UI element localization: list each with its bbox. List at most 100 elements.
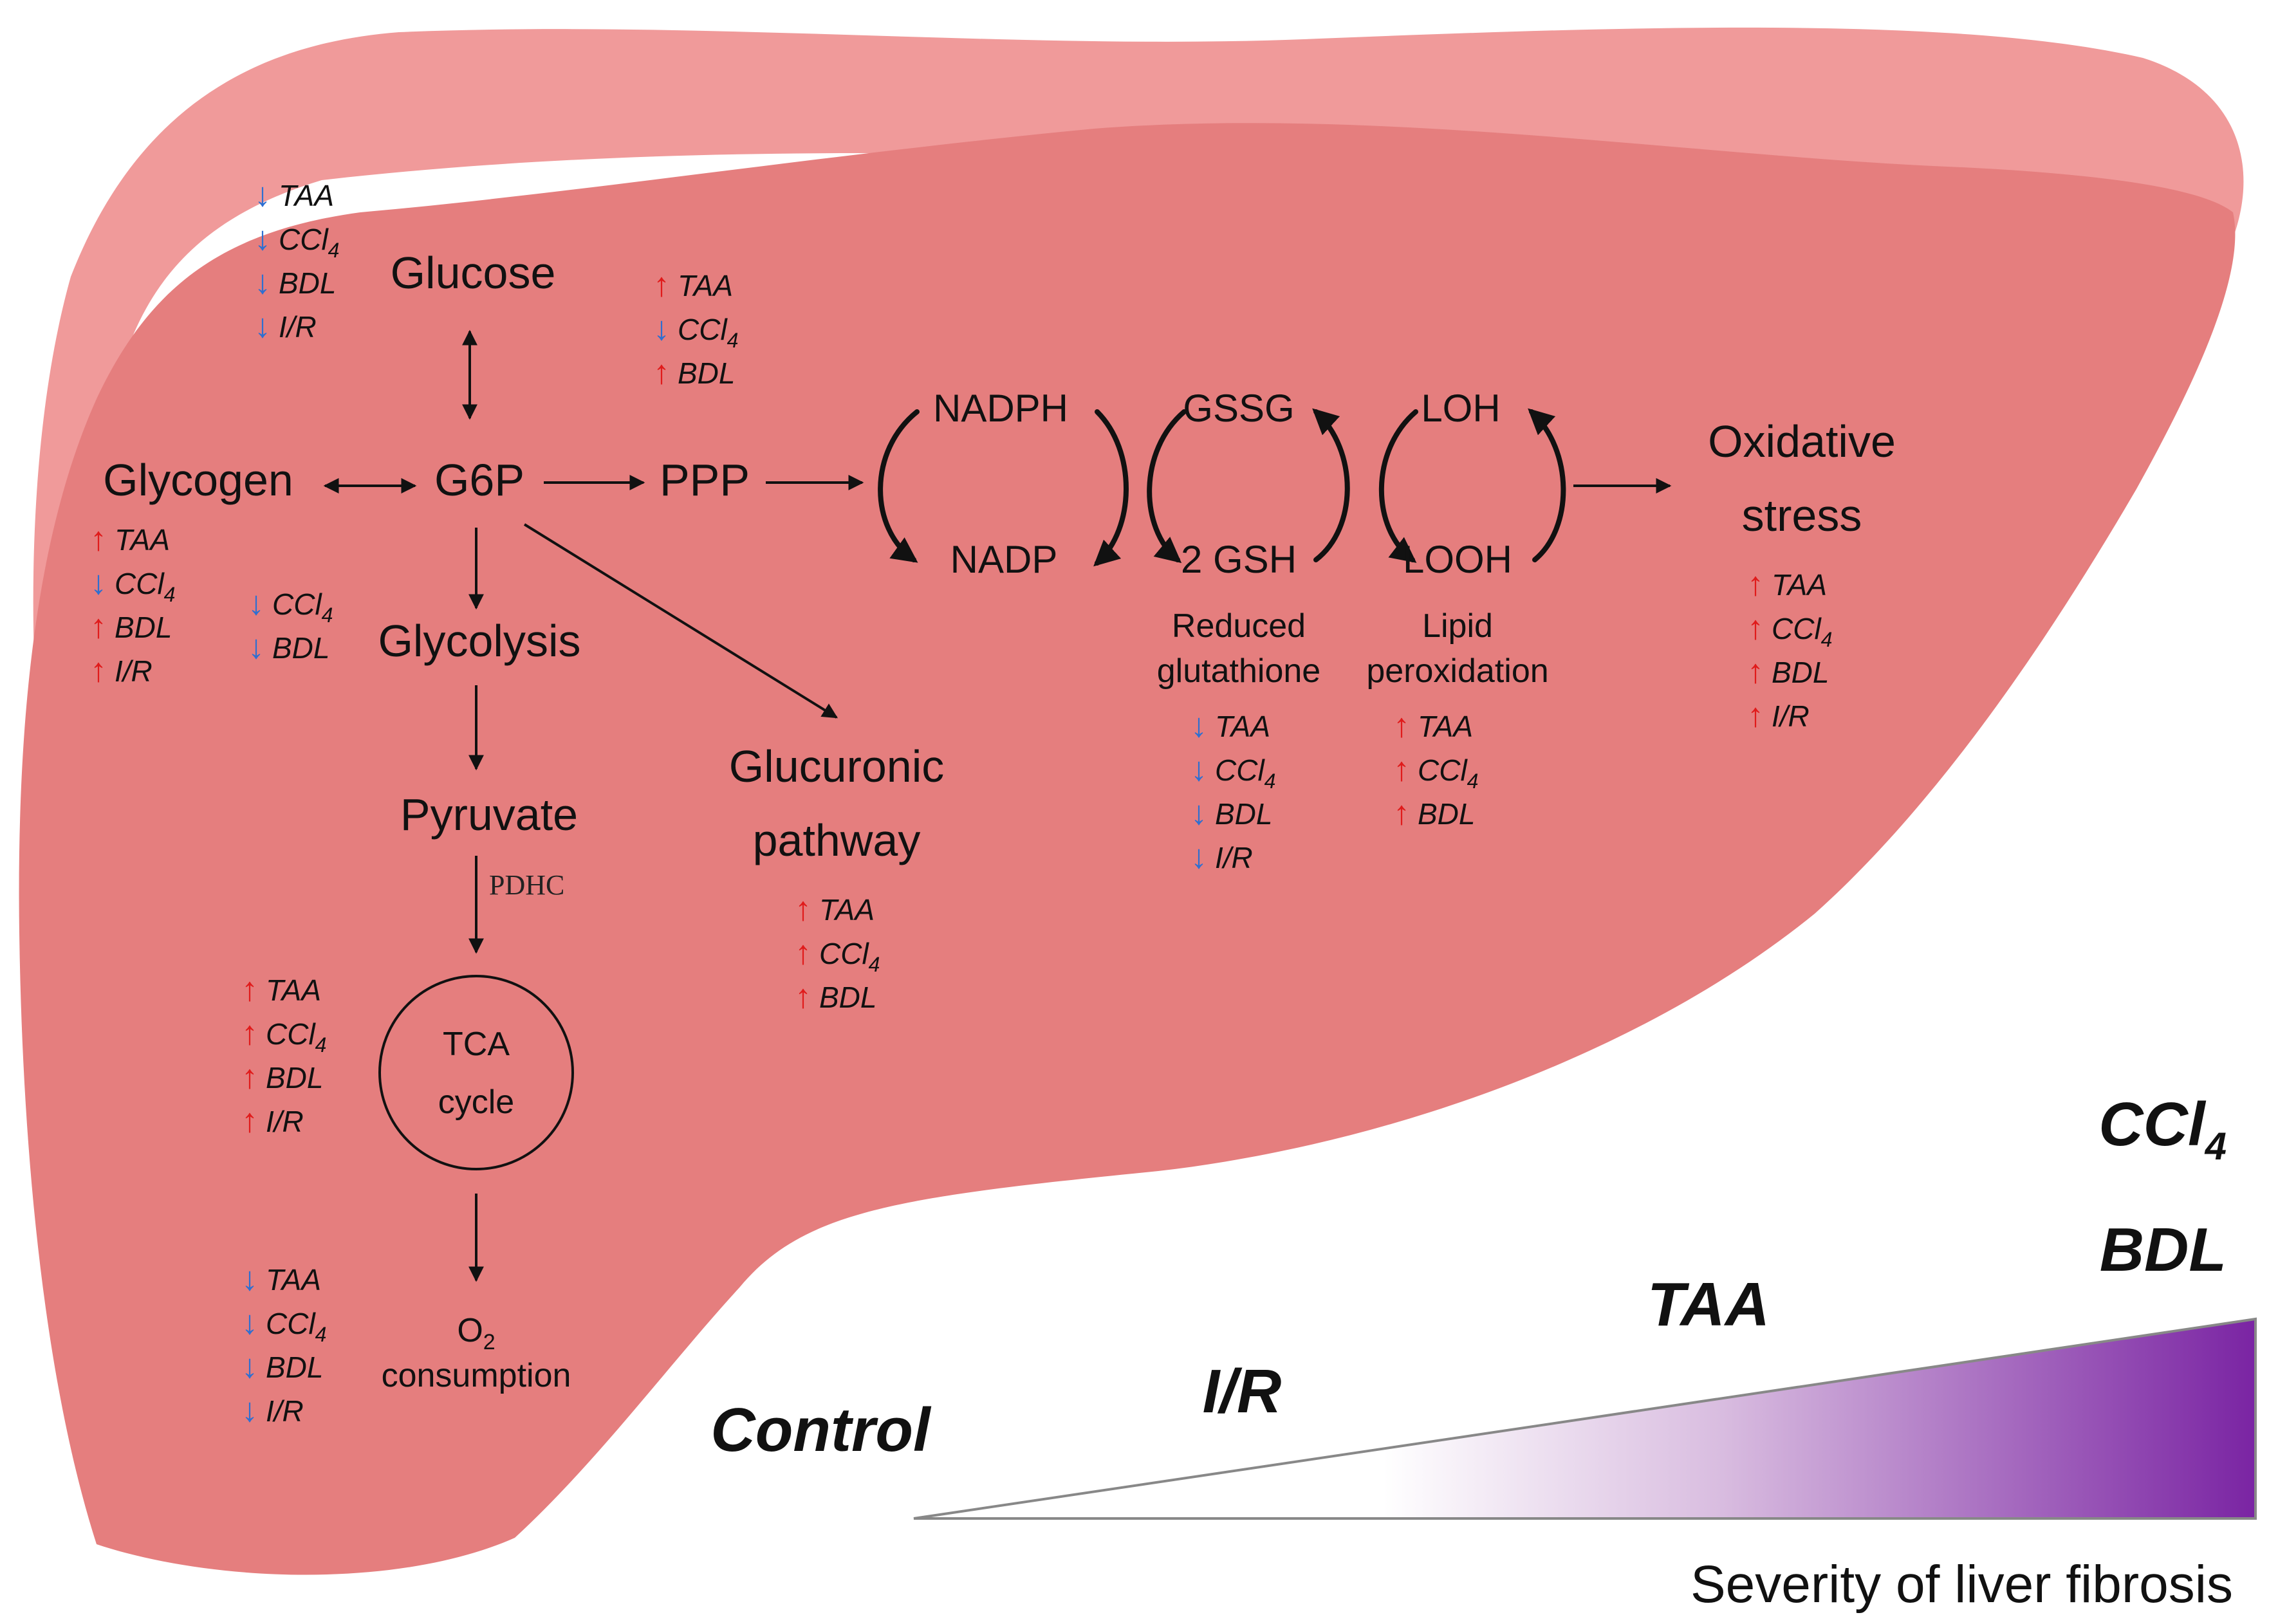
indicator-label: I/R xyxy=(266,1105,304,1138)
indicator-label: CCl4 xyxy=(1418,753,1478,793)
label-lipid-line1: Lipid xyxy=(1422,607,1493,645)
indicator-group-ppp: ↑ TAA↓ CCl4↑ BDL xyxy=(653,266,738,391)
node-glycolysis: Glycolysis xyxy=(378,616,580,666)
node-ppp: PPP xyxy=(660,455,750,505)
decrease-arrow-icon: ↓ xyxy=(90,564,107,602)
severity-model-i-r: I/R xyxy=(1203,1357,1282,1426)
indicator-label: BDL xyxy=(266,1061,323,1094)
indicator-label: CCl4 xyxy=(266,1307,326,1346)
node-loh: LOH xyxy=(1421,387,1500,430)
indicator-label: TAA xyxy=(678,269,733,302)
node-glycogen: Glycogen xyxy=(103,455,293,505)
indicator-groups: ↓ TAA↓ CCl4↓ BDL↓ I/R↑ TAA↓ CCl4↑ BDL↑ I/R↓ CCl4↓… xyxy=(90,176,1832,1429)
indicator-label: TAA xyxy=(279,179,334,212)
liver-rim xyxy=(33,27,2244,1029)
indicator-label: BDL xyxy=(1215,797,1272,831)
tca-cycle-circle xyxy=(378,975,574,1170)
indicator-label: BDL xyxy=(1772,656,1829,689)
label-reduced-line1: Reduced xyxy=(1172,607,1306,645)
decrease-arrow-icon: ↓ xyxy=(254,220,271,257)
indicator-label: CCl4 xyxy=(1215,753,1275,793)
indicator-group-glutathione: ↓ TAA↓ CCl4↓ BDL↓ I/R xyxy=(1190,707,1275,876)
node-gssg: GSSG xyxy=(1183,387,1294,430)
enzyme-pdhc: PDHC xyxy=(489,869,564,901)
indicator-label: CCl4 xyxy=(266,1017,326,1057)
indicator-label: I/R xyxy=(1215,841,1253,874)
increase-arrow-icon: ↑ xyxy=(241,1102,258,1140)
decrease-arrow-icon: ↓ xyxy=(248,585,264,622)
indicator-label: I/R xyxy=(115,654,153,688)
decrease-arrow-icon: ↓ xyxy=(254,176,271,214)
decrease-arrow-icon: ↓ xyxy=(241,1304,258,1342)
increase-arrow-icon: ↑ xyxy=(795,890,811,928)
indicator-label: I/R xyxy=(266,1394,304,1428)
increase-arrow-icon: ↑ xyxy=(1747,653,1764,690)
decrease-arrow-icon: ↓ xyxy=(1190,838,1207,876)
increase-arrow-icon: ↑ xyxy=(1393,707,1410,744)
indicator-label: I/R xyxy=(279,310,317,344)
indicator-group-o2: ↓ TAA↓ CCl4↓ BDL↓ I/R xyxy=(241,1260,326,1429)
node-o2: O2 xyxy=(457,1312,495,1354)
increase-arrow-icon: ↑ xyxy=(653,354,670,391)
indicator-label: BDL xyxy=(678,356,735,390)
pathway-arrows xyxy=(323,329,1672,1282)
increase-arrow-icon: ↑ xyxy=(1747,609,1764,647)
severity-model-taa: TAA xyxy=(1647,1270,1770,1339)
indicator-label: TAA xyxy=(1418,710,1473,743)
indicator-label: TAA xyxy=(1215,710,1270,743)
increase-arrow-icon: ↑ xyxy=(90,521,107,558)
severity-wedge xyxy=(913,1317,2257,1520)
indicator-label: CCl4 xyxy=(272,587,333,627)
indicator-label: TAA xyxy=(819,893,875,927)
node-gsh: 2 GSH xyxy=(1181,538,1297,581)
indicator-group-glucuronic: ↑ TAA↑ CCl4↑ BDL xyxy=(795,890,880,1015)
indicator-label: TAA xyxy=(115,523,170,557)
increase-arrow-icon: ↑ xyxy=(653,266,670,304)
severity-axis-label: Severity of liver fibrosis xyxy=(1690,1555,2233,1614)
indicator-group-tca: ↑ TAA↑ CCl4↑ BDL↑ I/R xyxy=(241,971,326,1140)
label-lipid-line2: peroxidation xyxy=(1366,652,1548,690)
liver-body xyxy=(19,123,2236,1575)
indicator-group-glycogen: ↑ TAA↓ CCl4↑ BDL↑ I/R xyxy=(90,521,175,689)
node-o2-consumption: consumption xyxy=(382,1357,571,1394)
increase-arrow-icon: ↑ xyxy=(241,971,258,1008)
indicator-group-lipid: ↑ TAA↑ CCl4↑ BDL xyxy=(1393,707,1478,832)
severity-scale: Severity of liver fibrosis Control I/R TAA… xyxy=(710,1090,2233,1614)
increase-arrow-icon: ↑ xyxy=(795,934,811,972)
indicator-label: BDL xyxy=(819,981,876,1014)
decrease-arrow-icon: ↓ xyxy=(653,310,670,347)
node-glucose: Glucose xyxy=(391,248,556,298)
node-looh: LOOH xyxy=(1403,538,1512,581)
increase-arrow-icon: ↑ xyxy=(795,978,811,1015)
indicator-group-oxidative: ↑ TAA↑ CCl4↑ BDL↑ I/R xyxy=(1747,566,1832,734)
decrease-arrow-icon: ↓ xyxy=(254,264,271,301)
node-g6p: G6P xyxy=(434,455,524,505)
label-reduced-line2: glutathione xyxy=(1157,652,1320,690)
node-glucuronic-line2: pathway xyxy=(753,815,921,865)
increase-arrow-icon: ↑ xyxy=(1393,751,1410,788)
indicator-label: BDL xyxy=(279,266,336,300)
indicator-label: CCl4 xyxy=(678,313,738,352)
decrease-arrow-icon: ↓ xyxy=(1190,707,1207,744)
node-glucuronic-line1: Glucuronic xyxy=(729,741,945,791)
indicator-label: CCl4 xyxy=(819,937,880,976)
indicator-group-glycolysis: ↓ CCl4↓ BDL xyxy=(248,585,333,666)
indicator-label: BDL xyxy=(272,631,329,665)
indicator-label: TAA xyxy=(266,973,321,1007)
increase-arrow-icon: ↑ xyxy=(1747,697,1764,734)
decrease-arrow-icon: ↓ xyxy=(1190,751,1207,788)
indicator-label: BDL xyxy=(115,611,172,644)
arrow-g6p-glucuronic xyxy=(523,523,838,719)
increase-arrow-icon: ↑ xyxy=(241,1058,258,1096)
severity-model-control: Control xyxy=(710,1396,932,1464)
severity-model-ccl: CCl4 xyxy=(2098,1090,2227,1168)
indicator-label: CCl4 xyxy=(1772,612,1832,651)
decrease-arrow-icon: ↓ xyxy=(241,1348,258,1385)
decrease-arrow-icon: ↓ xyxy=(248,629,264,666)
indicator-label: BDL xyxy=(1418,797,1475,831)
indicator-label: TAA xyxy=(266,1263,321,1296)
indicator-label: TAA xyxy=(1772,568,1827,602)
indicator-group-glucose: ↓ TAA↓ CCl4↓ BDL↓ I/R xyxy=(254,176,339,345)
